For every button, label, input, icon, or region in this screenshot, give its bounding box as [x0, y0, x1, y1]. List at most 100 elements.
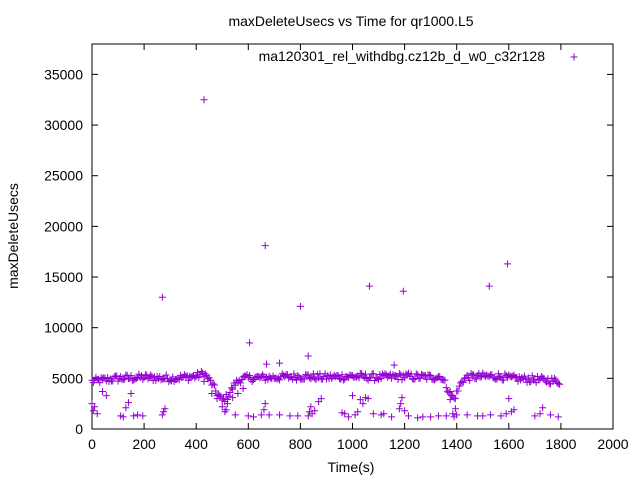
data-point — [127, 372, 135, 380]
data-point — [93, 410, 101, 418]
data-point — [356, 396, 364, 404]
data-point — [294, 412, 302, 420]
data-point — [250, 413, 258, 421]
data-point — [369, 410, 377, 418]
x-tick-label: 1800 — [545, 436, 576, 452]
data-point — [446, 388, 454, 396]
data-point — [260, 406, 268, 414]
data-point — [500, 376, 508, 384]
data-point — [231, 411, 239, 419]
data-point — [556, 380, 564, 388]
x-tick-label: 600 — [237, 436, 261, 452]
data-point — [399, 287, 407, 295]
data-point — [380, 410, 388, 418]
data-point — [139, 412, 147, 420]
data-point — [359, 400, 367, 408]
data-point — [236, 379, 244, 387]
x-axis: 0 200 400 600 800 1000 1200 1400 1600 1800 2000 — [88, 44, 629, 452]
data-point — [296, 302, 304, 310]
data-point — [398, 394, 406, 402]
y-tick-label: 20000 — [44, 218, 83, 234]
data-point — [554, 413, 562, 421]
data-point — [505, 395, 513, 403]
data-point — [161, 405, 169, 413]
data-point — [209, 380, 217, 388]
data-point — [334, 372, 342, 380]
x-tick-label: 400 — [185, 436, 209, 452]
data-point — [395, 405, 403, 413]
data-point — [130, 412, 138, 420]
data-point — [223, 400, 231, 408]
chart-title: maxDeleteUsecs vs Time for qr1000.L5 — [228, 13, 473, 29]
data-point — [442, 412, 450, 420]
data-point — [441, 376, 449, 384]
data-point — [261, 242, 269, 250]
data-point — [160, 408, 168, 416]
data-point — [229, 385, 237, 393]
data-point — [220, 394, 228, 402]
data-point — [307, 375, 315, 383]
data-point — [212, 387, 220, 395]
data-point — [317, 395, 325, 403]
data-point — [158, 293, 166, 301]
data-point — [502, 410, 510, 418]
data-point — [497, 412, 505, 420]
data-point — [91, 403, 99, 411]
data-point — [244, 412, 252, 420]
data-point — [388, 413, 396, 421]
data-point — [449, 410, 457, 418]
data-point — [528, 372, 536, 380]
data-point — [395, 370, 403, 378]
data-points — [88, 96, 564, 422]
data-point — [307, 403, 315, 411]
data-point — [201, 370, 209, 378]
data-point — [419, 413, 427, 421]
data-point — [121, 375, 129, 383]
legend-marker-icon — [570, 53, 578, 61]
data-point — [119, 376, 127, 384]
plot-frame — [91, 43, 614, 430]
x-tick-label: 1600 — [493, 436, 524, 452]
data-point — [127, 390, 135, 398]
data-point — [410, 375, 418, 383]
data-point — [102, 392, 110, 400]
data-point — [222, 406, 230, 414]
y-axis: 0 5000 10000 15000 20000 25000 30000 35000 — [44, 66, 613, 437]
data-point — [535, 376, 543, 384]
data-point — [454, 387, 462, 395]
x-tick-label: 200 — [132, 436, 156, 452]
data-point — [276, 411, 284, 419]
data-point — [349, 392, 356, 400]
data-point — [369, 370, 377, 378]
data-point — [335, 374, 343, 382]
data-point — [259, 371, 267, 379]
data-point — [503, 260, 511, 268]
data-point — [276, 376, 284, 384]
data-point — [446, 396, 454, 404]
data-point — [197, 367, 205, 375]
data-point — [265, 411, 273, 419]
x-tick-label: 1000 — [337, 436, 368, 452]
data-point — [427, 413, 435, 421]
data-point — [373, 374, 381, 382]
data-point — [531, 412, 539, 420]
data-point — [213, 395, 221, 403]
data-point — [451, 395, 459, 403]
data-point — [466, 376, 474, 384]
data-point — [552, 376, 560, 384]
data-point — [427, 371, 435, 379]
x-axis-label: Time(s) — [328, 459, 375, 475]
data-point — [122, 404, 130, 412]
x-tick-label: 0 — [88, 436, 96, 452]
data-point — [536, 410, 544, 418]
data-point — [459, 378, 467, 386]
data-point — [246, 339, 254, 347]
data-point — [442, 384, 450, 392]
data-point — [134, 411, 142, 419]
data-point — [162, 371, 170, 379]
data-point — [546, 411, 554, 419]
data-point — [401, 407, 409, 415]
y-tick-label: 0 — [75, 421, 83, 437]
data-point — [510, 406, 518, 414]
data-point — [364, 395, 372, 403]
